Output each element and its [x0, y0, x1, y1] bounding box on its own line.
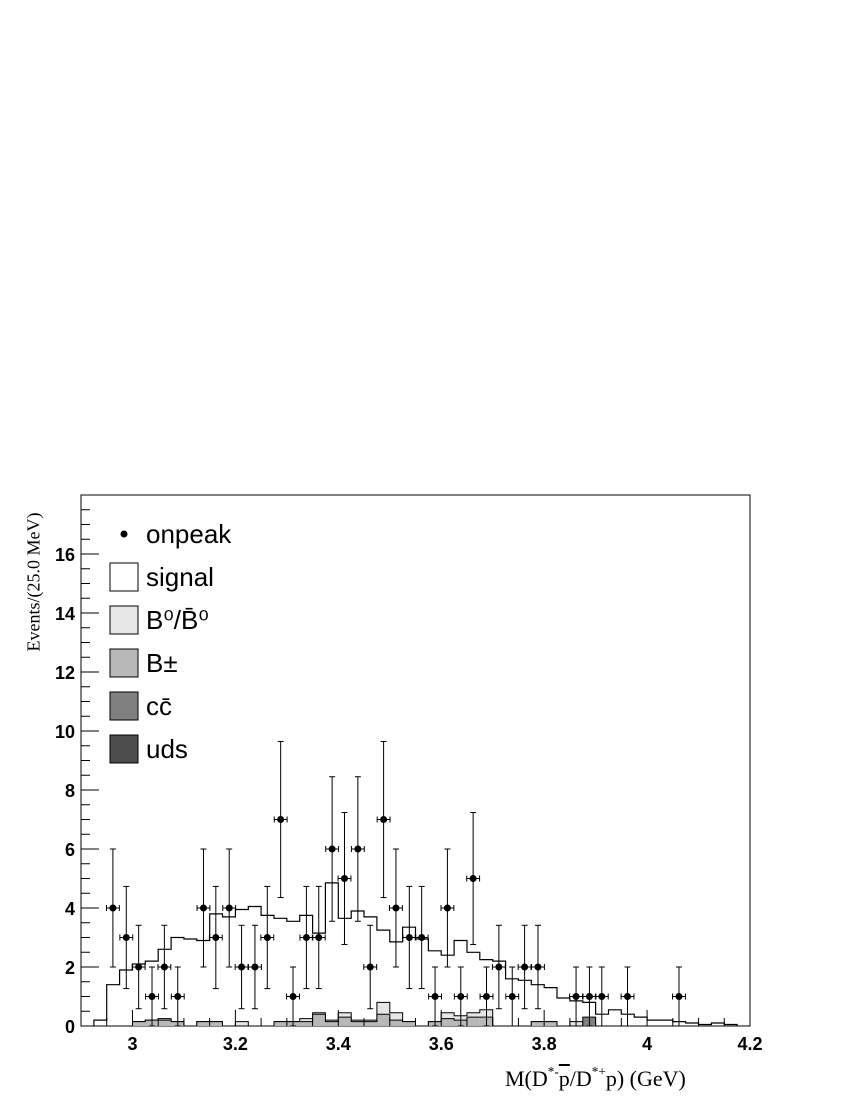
x-tick-label: 3.8	[532, 1034, 557, 1054]
onpeak-point	[263, 934, 271, 941]
onpeak-point	[122, 934, 130, 941]
legend-label: B±	[146, 648, 178, 678]
y-tick-label: 12	[55, 663, 75, 683]
b0-histogram-bar	[235, 1021, 249, 1026]
y-tick-label: 14	[55, 604, 75, 624]
onpeak-point	[521, 963, 529, 971]
bpm-histogram-bar	[158, 1020, 172, 1026]
onpeak-point	[598, 993, 606, 1000]
signal-histogram-line	[93, 882, 738, 1026]
bpm-histogram-bar	[389, 1020, 403, 1026]
x-axis-label-sup1: *-	[547, 1064, 559, 1079]
x-tick-label: 3.6	[429, 1034, 454, 1054]
bpm-histogram-bar	[338, 1017, 352, 1026]
x-tick-label: 4	[642, 1034, 652, 1054]
y-tick-label: 6	[65, 840, 75, 860]
onpeak-point	[469, 875, 477, 882]
onpeak-point	[534, 963, 542, 971]
bpm-histogram-bar	[325, 1021, 339, 1026]
onpeak-point	[199, 904, 207, 912]
bpm-histogram-bar	[299, 1021, 313, 1026]
legend-label: cc̄	[146, 691, 172, 721]
legend-swatch	[109, 691, 139, 721]
bpm-histogram-bar	[209, 1021, 223, 1026]
x-axis-label-mid: /D	[569, 1065, 592, 1091]
x-axis-label: M(D*-p/D*+p) (GeV)	[505, 1064, 686, 1092]
onpeak-point	[366, 963, 374, 971]
bpm-histogram-bar	[441, 1018, 455, 1026]
onpeak-point	[572, 993, 580, 1000]
onpeak-point	[109, 904, 117, 912]
bpm-histogram-bar	[466, 1017, 480, 1026]
bpm-histogram-bar	[196, 1021, 210, 1026]
y-tick-label: 2	[65, 958, 75, 978]
bpm-histogram-bar	[531, 1021, 545, 1026]
bpm-histogram-bar	[544, 1021, 558, 1026]
x-axis-label-post: p) (GeV)	[605, 1065, 686, 1091]
onpeak-point	[302, 934, 310, 941]
legend-label: signal	[146, 562, 214, 592]
x-tick-label: 3	[127, 1034, 137, 1054]
onpeak-point	[431, 993, 439, 1000]
y-tick-label: 16	[55, 545, 75, 565]
bpm-histogram-bar	[351, 1021, 365, 1026]
bpm-histogram-bar	[312, 1014, 326, 1026]
y-tick-label: 10	[55, 722, 75, 742]
x-axis-label-sup2: *+	[591, 1064, 606, 1079]
x-tick-label: 3.2	[223, 1034, 248, 1054]
onpeak-point	[675, 993, 683, 1000]
onpeak-point	[212, 934, 220, 941]
y-axis-label: Events/(25.0 MeV)	[23, 512, 44, 652]
onpeak-point	[135, 963, 143, 971]
bpm-histogram-bar	[132, 1021, 146, 1026]
onpeak-point	[380, 816, 388, 823]
onpeak-point	[277, 816, 285, 823]
bpm-histogram-bar	[364, 1021, 377, 1026]
legend-swatch	[109, 648, 139, 678]
y-tick-label: 0	[65, 1017, 75, 1037]
onpeak-point	[160, 963, 168, 971]
legend-label: uds	[146, 734, 188, 764]
onpeak-point	[392, 904, 400, 912]
onpeak-point	[238, 963, 246, 971]
onpeak-point	[225, 904, 233, 912]
onpeak-point	[508, 993, 516, 1000]
legend-swatch	[109, 734, 139, 764]
onpeak-point	[457, 993, 465, 1000]
x-tick-label: 3.4	[326, 1034, 351, 1054]
legend-label: onpeak	[146, 519, 232, 549]
x-axis-label-bar: p	[558, 1065, 570, 1091]
bpm-histogram-bar	[402, 1021, 416, 1026]
x-tick-label: 4.2	[737, 1034, 762, 1054]
onpeak-point	[483, 993, 491, 1000]
x-axis-label-pre: M(D	[505, 1065, 548, 1091]
onpeak-point	[405, 934, 413, 941]
y-tick-label: 8	[65, 781, 75, 801]
onpeak-point	[443, 904, 451, 912]
onpeak-point	[315, 934, 323, 941]
y-tick-label: 4	[65, 899, 75, 919]
bpm-histogram-bar	[376, 1014, 390, 1026]
onpeak-point	[174, 993, 182, 1000]
onpeak-point	[148, 993, 156, 1000]
onpeak-point	[585, 993, 593, 1000]
legend-swatch	[109, 562, 139, 592]
onpeak-point	[251, 963, 259, 971]
onpeak-point	[340, 875, 348, 882]
onpeak-point	[354, 845, 362, 853]
bpm-histogram-bar	[273, 1021, 287, 1026]
onpeak-point	[328, 845, 336, 853]
legend-swatch	[109, 605, 139, 635]
onpeak-point	[418, 934, 426, 941]
onpeak-point	[495, 963, 503, 971]
legend-label: B⁰/B̄⁰	[146, 605, 209, 635]
onpeak-point	[624, 993, 632, 1000]
onpeak-point	[289, 993, 297, 1000]
legend-marker	[120, 530, 128, 538]
